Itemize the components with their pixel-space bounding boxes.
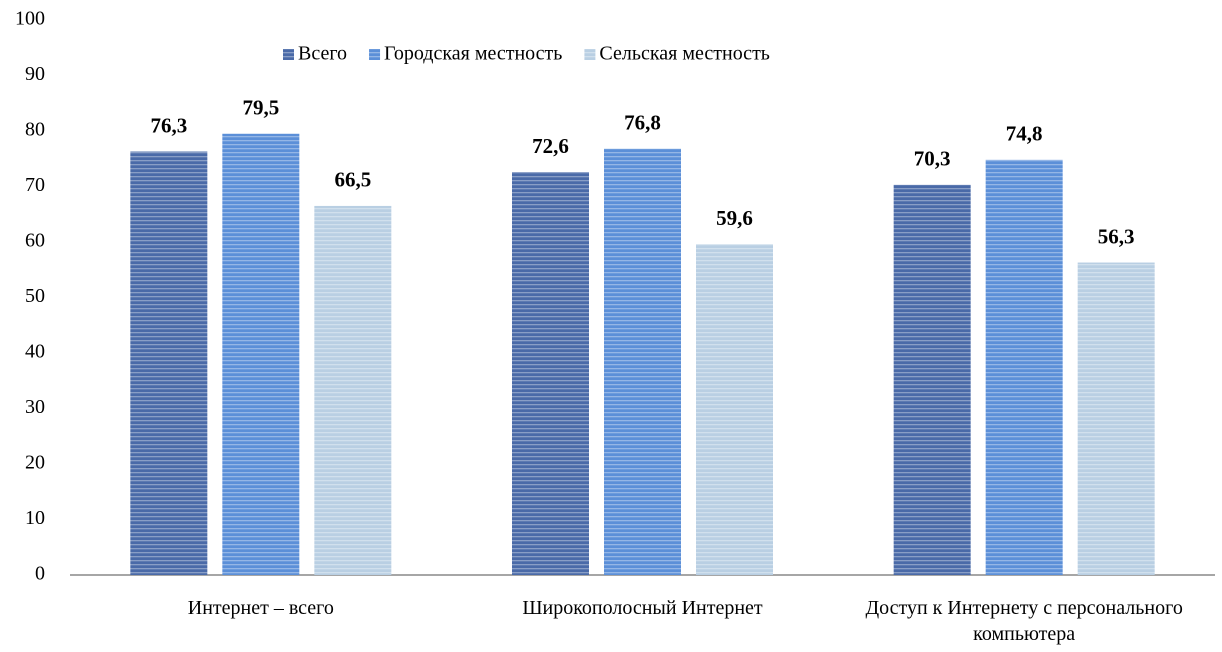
bar [985,159,1063,576]
legend-swatch [369,49,381,60]
bar [130,151,208,575]
data-label: 72,6 [532,134,569,158]
y-tick-label: 30 [25,396,45,418]
y-tick-label: 60 [25,230,45,252]
bar [893,184,971,575]
x-tick-label: Широкополосный Интернет [522,597,763,619]
y-tick-label: 20 [25,452,45,474]
bar [222,133,300,575]
data-label: 76,3 [150,113,187,137]
data-label: 70,3 [914,147,951,171]
data-label: 59,6 [716,206,753,230]
bar [1077,262,1155,575]
y-tick-label: 10 [25,507,45,529]
data-label: 66,5 [334,168,371,192]
bar [696,244,773,575]
legend-label: Городская местность [384,43,562,65]
y-tick-label: 50 [25,285,45,307]
y-tick-label: 40 [25,341,45,363]
data-label: 79,5 [242,96,279,120]
y-tick-label: 80 [25,119,45,141]
y-tick-label: 100 [15,8,45,30]
bar [512,172,589,575]
legend-swatch [584,49,596,60]
bar [604,148,681,575]
data-label: 74,8 [1006,122,1043,146]
y-tick-label: 70 [25,174,45,196]
legend-label: Сельская местность [599,43,770,65]
bar [314,205,392,576]
legend-swatch [283,49,294,60]
y-tick-label: 90 [25,63,45,85]
data-label: 76,8 [624,111,661,135]
legend-label: Всего [298,43,347,65]
data-label: 56,3 [1098,224,1135,248]
x-tick-label: Интернет – всего [187,597,334,619]
x-tick-label: Доступ к Интернету с персонального компь… [865,597,1183,645]
y-tick-label: 0 [35,563,45,585]
